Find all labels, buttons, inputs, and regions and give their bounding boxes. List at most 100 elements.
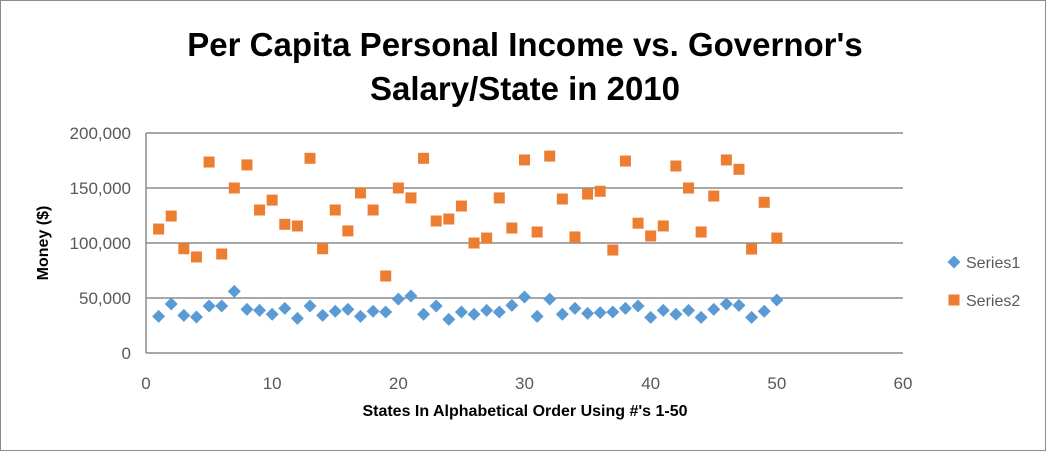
series1-point bbox=[480, 303, 494, 317]
series2-point bbox=[758, 196, 770, 208]
series2-point bbox=[607, 244, 619, 256]
series2-point bbox=[582, 188, 594, 200]
series1-point bbox=[442, 312, 456, 326]
series2-point bbox=[228, 182, 240, 194]
series1-point bbox=[253, 303, 267, 317]
series1-point bbox=[240, 302, 254, 316]
series2-point bbox=[720, 154, 732, 166]
series1-point bbox=[631, 299, 645, 313]
series1-point bbox=[152, 309, 166, 323]
series1-point bbox=[694, 310, 708, 324]
series1-point bbox=[568, 301, 582, 315]
series2-point bbox=[670, 160, 682, 172]
series1-point bbox=[606, 305, 620, 319]
series1-point bbox=[757, 304, 771, 318]
series1-point bbox=[505, 298, 519, 312]
y-tick-label: 150,000 bbox=[70, 179, 131, 198]
series1-point bbox=[618, 301, 632, 315]
series2-point bbox=[405, 192, 417, 204]
series1-point bbox=[707, 302, 721, 316]
x-tick-label: 60 bbox=[894, 374, 913, 393]
series1-point bbox=[656, 303, 670, 317]
series2-point bbox=[493, 192, 505, 204]
series2-point bbox=[531, 226, 543, 238]
series2-point bbox=[392, 182, 404, 194]
series2-point bbox=[304, 152, 316, 164]
series1-point bbox=[353, 309, 367, 323]
series1-point bbox=[467, 307, 481, 321]
series2-point bbox=[279, 218, 291, 230]
series1-point bbox=[278, 301, 292, 315]
series2-point bbox=[203, 156, 215, 168]
series2-point bbox=[380, 270, 392, 282]
series2-point bbox=[178, 243, 190, 255]
series1-point bbox=[189, 310, 203, 324]
series1-point bbox=[316, 308, 330, 322]
series1-point bbox=[341, 302, 355, 316]
series2-point bbox=[544, 150, 556, 162]
series2-point bbox=[645, 230, 657, 242]
series2-point bbox=[291, 220, 303, 232]
series1-point bbox=[290, 311, 304, 325]
legend-marker-series1 bbox=[947, 255, 961, 269]
series2-point bbox=[556, 193, 568, 205]
series2-point bbox=[430, 215, 442, 227]
series1-point bbox=[492, 305, 506, 319]
series2-point bbox=[241, 159, 253, 171]
series2-point bbox=[443, 213, 455, 225]
series1-point bbox=[770, 293, 784, 307]
series1-point bbox=[391, 292, 405, 306]
series2-point bbox=[506, 222, 518, 234]
chart-title-line-1: Per Capita Personal Income vs. Governor'… bbox=[187, 26, 862, 63]
series2-point bbox=[746, 243, 758, 255]
series2-point bbox=[153, 223, 165, 235]
legend-marker-series2 bbox=[948, 294, 960, 306]
x-tick-label: 0 bbox=[141, 374, 150, 393]
series2-point bbox=[481, 232, 493, 244]
legend-label-series2: Series2 bbox=[966, 293, 1020, 310]
series1-point bbox=[379, 305, 393, 319]
series1-point bbox=[745, 310, 759, 324]
x-tick-label: 40 bbox=[641, 374, 660, 393]
series2-point bbox=[216, 248, 228, 260]
series2-point bbox=[266, 194, 278, 206]
x-axis-label: States In Alphabetical Order Using #'s 1… bbox=[362, 403, 687, 420]
series2-point bbox=[733, 163, 745, 175]
series2-point bbox=[342, 225, 354, 237]
y-tick-label: 200,000 bbox=[70, 124, 131, 143]
series1-point bbox=[404, 289, 418, 303]
series2-point bbox=[519, 154, 530, 166]
y-axis-label: Money ($) bbox=[35, 206, 52, 281]
series2-point bbox=[455, 200, 467, 212]
series1-point bbox=[644, 310, 658, 324]
series1-point bbox=[555, 307, 569, 321]
series2-point bbox=[619, 155, 631, 167]
series1-point bbox=[202, 299, 216, 313]
series2-point bbox=[354, 187, 366, 199]
series1-point bbox=[164, 297, 178, 311]
y-tick-label: 100,000 bbox=[70, 234, 131, 253]
x-tick-label: 10 bbox=[263, 374, 282, 393]
x-tick-label: 30 bbox=[515, 374, 534, 393]
series2-point bbox=[708, 190, 720, 202]
series1-point bbox=[366, 304, 380, 318]
series2-point bbox=[683, 182, 695, 194]
series1-point bbox=[177, 308, 191, 322]
series2-point bbox=[771, 232, 783, 244]
series1-point bbox=[518, 290, 531, 304]
series2-point bbox=[594, 185, 606, 197]
series2-point bbox=[632, 217, 644, 229]
series1-point bbox=[530, 309, 544, 323]
series2-point bbox=[695, 226, 707, 238]
series1-point bbox=[581, 306, 595, 320]
series1-point bbox=[543, 292, 557, 306]
series1-point bbox=[719, 297, 733, 311]
series1-point bbox=[265, 307, 279, 321]
legend-label-series1: Series1 bbox=[966, 255, 1020, 272]
chart-title-line-2: Salary/State in 2010 bbox=[370, 70, 680, 107]
series2-point bbox=[165, 210, 177, 222]
series1-point bbox=[593, 306, 607, 320]
series2-point bbox=[657, 220, 669, 232]
y-tick-label: 0 bbox=[122, 344, 131, 363]
